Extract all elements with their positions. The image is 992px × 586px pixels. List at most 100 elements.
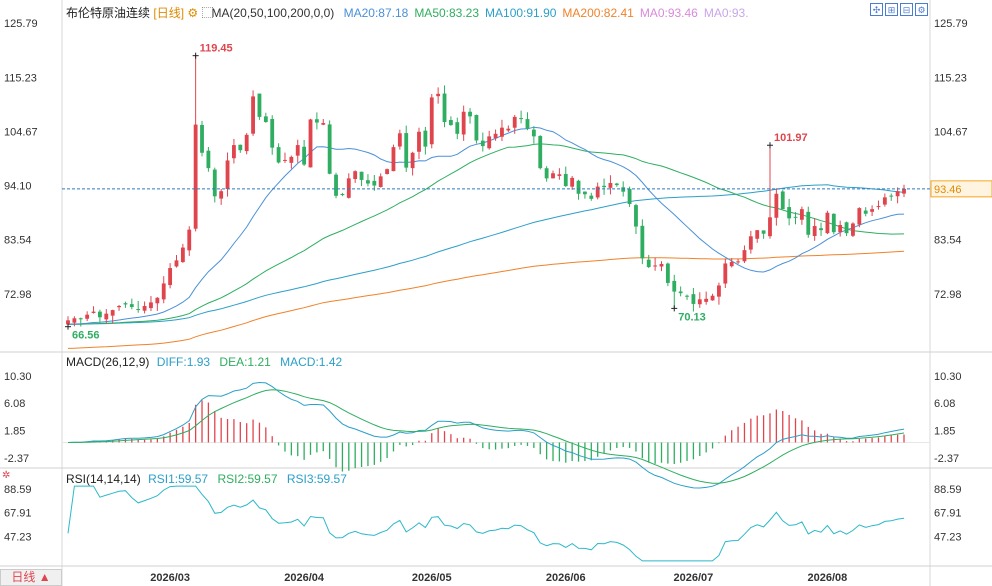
candle-body [212,169,217,197]
candle-body [551,173,555,179]
candle-body [193,124,198,229]
zoom-in-icon[interactable]: ⊞ [885,3,898,16]
candle-body [72,318,77,323]
candle-body [149,302,153,309]
price-tick-right: 115.23 [934,72,967,84]
drawing-tool-icon[interactable]: ✲ [2,470,11,481]
annotation-label: 101.97 [774,132,808,144]
candle-body [263,116,268,123]
candle-body [340,194,345,196]
candle-body [117,305,121,308]
candle-body [889,195,894,197]
macd-label: MACD(26,12,9) [66,355,150,369]
macd-tick-right: 6.08 [934,398,955,410]
ma-chart-icon[interactable]: ⬚ [201,6,214,20]
candle-body [417,131,421,152]
candle-body [665,263,670,283]
candle-body [563,173,568,187]
x-axis-label: 2026/03 [150,572,190,584]
candle-body [372,180,377,186]
macd-diff: DIFF:1.93 [156,355,211,369]
macd-dea: DEA:1.21 [219,355,271,369]
candle-body [608,183,613,188]
zoom-out-icon[interactable]: ⊟ [900,3,913,16]
ma-value-0: MA20:87.18 [343,6,409,20]
candle-body [774,193,779,218]
candle-body [882,197,887,205]
candle-body [895,191,900,197]
period-badge[interactable]: [日线] [153,6,185,20]
candle-body [78,318,83,320]
macd-diff-line [67,381,905,489]
candle-body [863,210,868,214]
candle-body [729,261,734,267]
ma-label: MA(20,50,100,200,0,0) [211,6,335,20]
candle-body [283,159,287,161]
candle-body [295,145,300,156]
candle-body [110,310,115,316]
candle-body [576,180,581,194]
candle-body [410,152,415,169]
rsi3-value: RSI3:59.57 [286,472,347,486]
x-axis-label: 2026/08 [808,572,848,584]
annotation-label: 119.45 [200,43,233,55]
candle-body [672,280,677,292]
ma-value-5: MA0:93. [703,6,749,20]
candle-body [646,259,651,268]
candle-body [761,230,766,234]
candle-body [480,140,485,147]
candle-body [793,216,798,218]
candle-body [104,313,109,320]
price-tick-left: 72.98 [4,289,32,301]
candle-body [634,205,638,227]
candle-body [519,118,524,120]
period-selector[interactable]: 日线 ▲ [0,569,62,586]
macd-tick-right: 1.85 [934,425,955,437]
candle-body [180,247,185,263]
candle-body [723,263,728,284]
candle-body [187,229,192,251]
candle-body [512,116,517,128]
candle-body [168,268,173,286]
candle-body [200,124,204,153]
candle-body [653,265,658,267]
candle-body [129,304,134,308]
rsi-line [67,485,905,562]
rsi2-value: RSI2:59.57 [217,472,278,486]
x-axis-label: 2026/05 [412,572,452,584]
candle-body [251,96,255,134]
rsi1-value: RSI1:59.57 [148,472,209,486]
candle-body [142,305,147,311]
candle-body [799,209,804,220]
candle-body [91,311,96,313]
ma-value-4: MA0:93.46 [639,6,698,20]
candle-body [857,208,862,225]
x-axis-label: 2026/07 [674,572,714,584]
candle-body [359,171,364,180]
macd-header: MACD(26,12,9) DIFF:1.93 DEA:1.21 MACD:1.… [66,355,342,369]
candle-body [225,160,230,189]
rsi-header: RSI(14,14,14) RSI1:59.57 RSI2:59.57 RSI3… [66,472,347,486]
annotation-label: 70.13 [678,311,706,323]
macd-tick-left: 10.30 [4,371,32,383]
ma-values: MA20:87.18 MA50:83.23 MA100:91.90 MA200:82.… [338,6,749,20]
candle-body [436,93,441,97]
crosshair-icon[interactable]: ✣ [870,3,883,16]
candle-body [270,119,275,148]
candle-body [614,183,619,186]
candle-body [257,93,262,117]
price-tick-left: 115.23 [4,72,37,84]
x-axis-label: 2026/06 [546,572,586,584]
candle-body [487,136,492,149]
candle-body [736,261,740,263]
price-tick-left: 125.79 [4,18,38,30]
ma100-line [67,184,905,325]
settings-icon[interactable]: ⚙ [915,3,928,16]
ma200-line [67,250,905,349]
indicator-settings-icon[interactable]: ⚙ [187,6,199,20]
candle-body [276,147,281,163]
candle-body [136,309,141,311]
ma-value-3: MA200:82.41 [562,6,634,20]
candle-body [334,174,338,196]
